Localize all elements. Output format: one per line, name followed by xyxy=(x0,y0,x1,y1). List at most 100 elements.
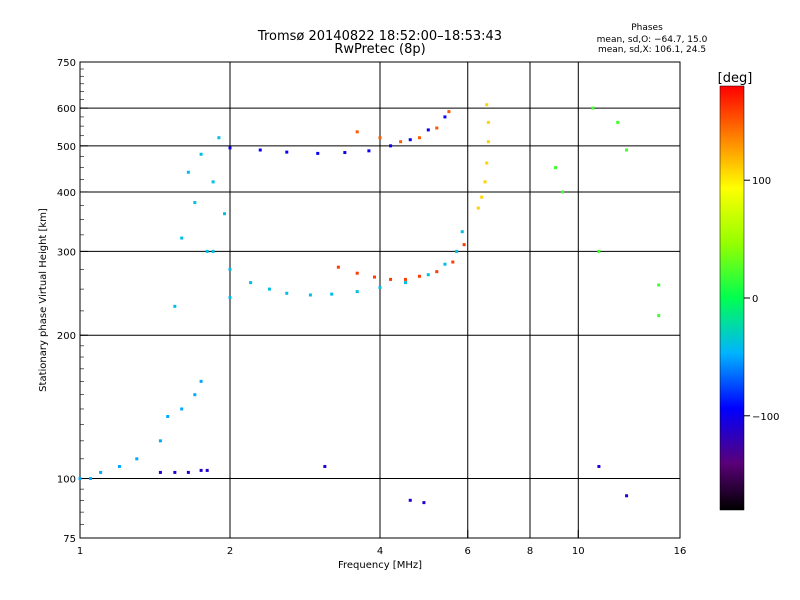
data-point xyxy=(625,148,629,152)
colorbar xyxy=(719,85,745,511)
stats-o-mode: mean, sd,O: −64.7, 15.0 xyxy=(597,35,708,45)
data-point xyxy=(389,277,393,281)
x-tick-label: 10 xyxy=(572,546,585,557)
data-point xyxy=(308,293,312,297)
data-point xyxy=(267,287,271,291)
data-point xyxy=(78,477,82,481)
data-point xyxy=(476,206,480,210)
data-point xyxy=(561,190,565,194)
data-point xyxy=(435,270,439,274)
data-point xyxy=(485,161,489,165)
data-point xyxy=(597,464,601,468)
data-points xyxy=(78,103,661,505)
data-point xyxy=(399,140,403,144)
stats-x-mode: mean, sd,X: 106.1, 24.5 xyxy=(598,45,706,55)
data-point xyxy=(591,106,595,110)
data-point xyxy=(355,271,359,275)
data-point xyxy=(355,290,359,294)
data-point xyxy=(389,144,393,148)
chart-title: Tromsø 20140822 18:52:00–18:53:43 xyxy=(257,29,502,44)
data-point xyxy=(249,281,253,285)
data-point xyxy=(616,120,620,124)
data-point xyxy=(480,195,484,199)
data-point xyxy=(657,314,661,318)
y-axis-label: Stationary phase Virtual Height [km] xyxy=(38,208,49,392)
gridlines xyxy=(80,62,680,538)
y-tick-label: 300 xyxy=(57,247,76,258)
data-point xyxy=(378,136,382,140)
data-point xyxy=(186,170,190,174)
data-point xyxy=(443,262,447,266)
data-point xyxy=(462,243,466,247)
data-point xyxy=(180,236,184,240)
data-point xyxy=(135,457,139,461)
data-point xyxy=(211,180,215,184)
data-point xyxy=(408,498,412,502)
y-tick-label: 750 xyxy=(57,58,76,69)
data-point xyxy=(117,464,121,468)
data-point xyxy=(285,291,289,295)
colorbar-tick-label: 100 xyxy=(752,176,771,187)
x-tick-label: 6 xyxy=(465,546,471,557)
data-point xyxy=(460,230,464,234)
data-point xyxy=(99,470,103,474)
y-tick-label: 400 xyxy=(57,188,76,199)
data-point xyxy=(417,136,421,140)
data-point xyxy=(403,277,407,281)
data-point xyxy=(158,470,162,474)
data-point xyxy=(597,249,601,253)
data-point xyxy=(435,126,439,130)
y-tick-label: 600 xyxy=(57,104,76,115)
data-point xyxy=(258,148,262,152)
data-point xyxy=(199,468,203,472)
colorbar-ticks: 100 0 −100 xyxy=(744,176,779,423)
y-tick-label: 500 xyxy=(57,142,76,153)
data-point xyxy=(408,138,412,142)
data-point xyxy=(228,267,232,271)
x-tick-label: 8 xyxy=(527,546,533,557)
data-point xyxy=(158,439,162,443)
data-point xyxy=(205,468,209,472)
data-point xyxy=(403,281,407,285)
axis-ticks: 1 2 4 6 8 10 16 75 100 200 300 400 500 600 750 xyxy=(57,58,686,557)
data-point xyxy=(316,151,320,155)
x-tick-label: 1 xyxy=(77,546,83,557)
data-point xyxy=(228,146,232,150)
data-point xyxy=(483,180,487,184)
x-tick-label: 2 xyxy=(227,546,233,557)
data-point xyxy=(625,494,629,498)
x-tick-label: 16 xyxy=(674,546,687,557)
data-point xyxy=(343,151,347,155)
data-point xyxy=(205,249,209,253)
x-axis-label: Frequency [MHz] xyxy=(338,560,422,571)
data-point xyxy=(486,120,490,124)
data-point xyxy=(336,265,340,269)
data-point xyxy=(193,201,197,205)
data-point xyxy=(186,470,190,474)
data-point xyxy=(355,130,359,134)
data-point xyxy=(553,166,557,170)
data-point xyxy=(217,136,221,140)
data-point xyxy=(367,149,371,153)
data-point xyxy=(426,128,430,132)
data-point xyxy=(447,110,451,114)
data-point xyxy=(657,283,661,287)
data-point xyxy=(443,115,447,119)
data-point xyxy=(89,477,93,481)
data-point xyxy=(223,212,227,216)
data-point xyxy=(323,464,327,468)
data-point xyxy=(180,407,184,411)
y-tick-label: 75 xyxy=(63,534,76,545)
data-point xyxy=(193,393,197,397)
data-point xyxy=(330,292,334,296)
data-point xyxy=(451,260,455,264)
chart-subtitle: RwPretec (8p) xyxy=(334,42,425,57)
data-point xyxy=(166,414,170,418)
data-point xyxy=(173,470,177,474)
data-point xyxy=(486,140,490,144)
data-point xyxy=(211,249,215,253)
data-point xyxy=(378,285,382,289)
data-point xyxy=(285,150,289,154)
data-point xyxy=(422,501,426,505)
